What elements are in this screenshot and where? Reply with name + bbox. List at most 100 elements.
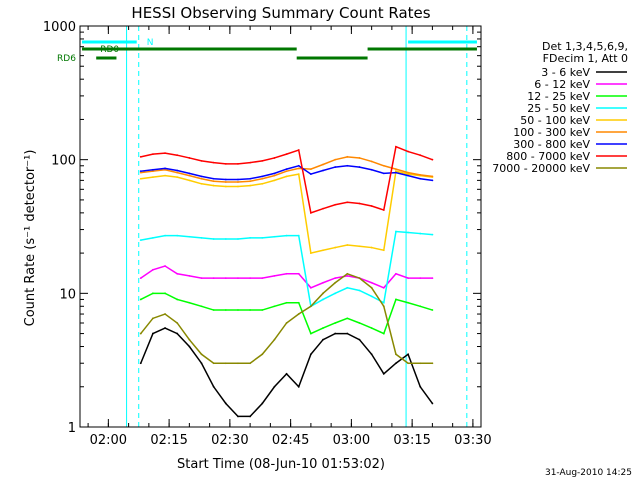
status-label-n: N xyxy=(147,38,154,48)
data-point xyxy=(370,205,373,207)
data-point xyxy=(285,301,288,304)
legend-label-7: 800 - 7000 keV xyxy=(506,150,590,163)
data-point xyxy=(224,178,227,181)
data-point xyxy=(285,170,288,173)
data-point xyxy=(431,309,434,311)
data-point xyxy=(431,362,434,365)
data-point xyxy=(139,332,142,335)
data-point xyxy=(164,292,166,295)
data-point xyxy=(285,168,288,171)
data-point xyxy=(188,157,191,159)
data-point xyxy=(139,155,142,158)
x-tick-label: 03:00 xyxy=(333,433,370,448)
data-point xyxy=(407,353,409,356)
data-point xyxy=(370,353,373,356)
x-axis-label: Start Time (08-Jun-10 01:53:02) xyxy=(177,457,385,472)
data-point xyxy=(261,175,264,178)
data-point xyxy=(224,238,227,240)
data-point xyxy=(152,176,154,179)
y-tick-label: 1000 xyxy=(43,20,76,35)
data-point xyxy=(309,332,312,335)
data-point xyxy=(249,184,252,187)
data-point xyxy=(309,305,312,308)
data-point xyxy=(407,171,409,174)
data-point xyxy=(261,159,264,162)
data-point xyxy=(322,298,324,301)
data-point xyxy=(188,179,191,182)
data-point xyxy=(200,182,203,185)
data-point xyxy=(419,362,422,365)
data-point xyxy=(176,169,179,172)
data-point xyxy=(309,211,312,214)
data-point xyxy=(358,157,361,159)
data-point xyxy=(200,175,203,178)
data-point xyxy=(407,173,409,175)
data-point xyxy=(334,281,337,284)
data-point xyxy=(395,170,397,173)
data-point xyxy=(395,230,397,233)
data-point xyxy=(212,385,215,388)
data-point xyxy=(139,239,142,242)
data-point xyxy=(164,313,166,315)
data-point xyxy=(212,161,215,164)
data-point xyxy=(309,353,312,356)
x-tick-label: 02:00 xyxy=(90,433,127,448)
data-point xyxy=(273,305,276,308)
data-point xyxy=(164,265,166,267)
data-point xyxy=(188,301,191,304)
data-point xyxy=(297,313,300,315)
data-point xyxy=(249,161,252,164)
data-point xyxy=(139,177,142,180)
data-point xyxy=(152,332,154,335)
data-point xyxy=(200,159,203,162)
data-point xyxy=(212,309,215,311)
data-point xyxy=(212,277,215,280)
data-point xyxy=(370,327,373,329)
data-point xyxy=(297,301,300,304)
data-point xyxy=(431,179,434,182)
data-point xyxy=(322,338,324,341)
data-point xyxy=(139,298,142,301)
data-point xyxy=(334,332,337,335)
data-point xyxy=(139,362,142,365)
data-point xyxy=(212,362,215,365)
data-point xyxy=(419,232,422,235)
data-point xyxy=(297,149,300,151)
data-point xyxy=(285,153,288,156)
data-point xyxy=(152,170,154,173)
data-point xyxy=(152,292,154,295)
data-point xyxy=(139,170,142,173)
data-point xyxy=(419,277,422,280)
data-point xyxy=(237,415,239,418)
data-point xyxy=(224,277,227,280)
data-point xyxy=(370,160,373,163)
data-point xyxy=(176,332,179,335)
data-point xyxy=(358,245,361,248)
data-point xyxy=(176,171,179,174)
data-point xyxy=(224,162,227,165)
plot-area: N RD0 RD6 1 10 100 1000 02:00 02:15 02:30 02:45 03:… xyxy=(43,20,492,448)
data-point xyxy=(382,249,385,252)
data-point xyxy=(419,305,422,308)
data-point xyxy=(249,362,252,365)
data-point xyxy=(309,173,312,175)
data-point xyxy=(200,362,203,365)
data-point xyxy=(407,150,409,153)
legend-label-6: 300 - 800 keV xyxy=(513,138,590,151)
legend-label-8: 7000 - 20000 keV xyxy=(492,162,590,175)
data-point xyxy=(261,182,264,185)
data-point xyxy=(188,338,191,341)
data-point xyxy=(382,286,385,289)
data-point xyxy=(237,277,239,280)
data-point xyxy=(152,153,154,156)
x-tick-label: 03:30 xyxy=(454,433,491,448)
data-point xyxy=(261,402,264,405)
data-point xyxy=(395,145,397,148)
data-point xyxy=(273,275,276,277)
data-point xyxy=(164,168,166,171)
data-point xyxy=(188,345,191,348)
data-point xyxy=(212,177,215,180)
data-point xyxy=(176,322,179,324)
data-point xyxy=(395,353,397,356)
